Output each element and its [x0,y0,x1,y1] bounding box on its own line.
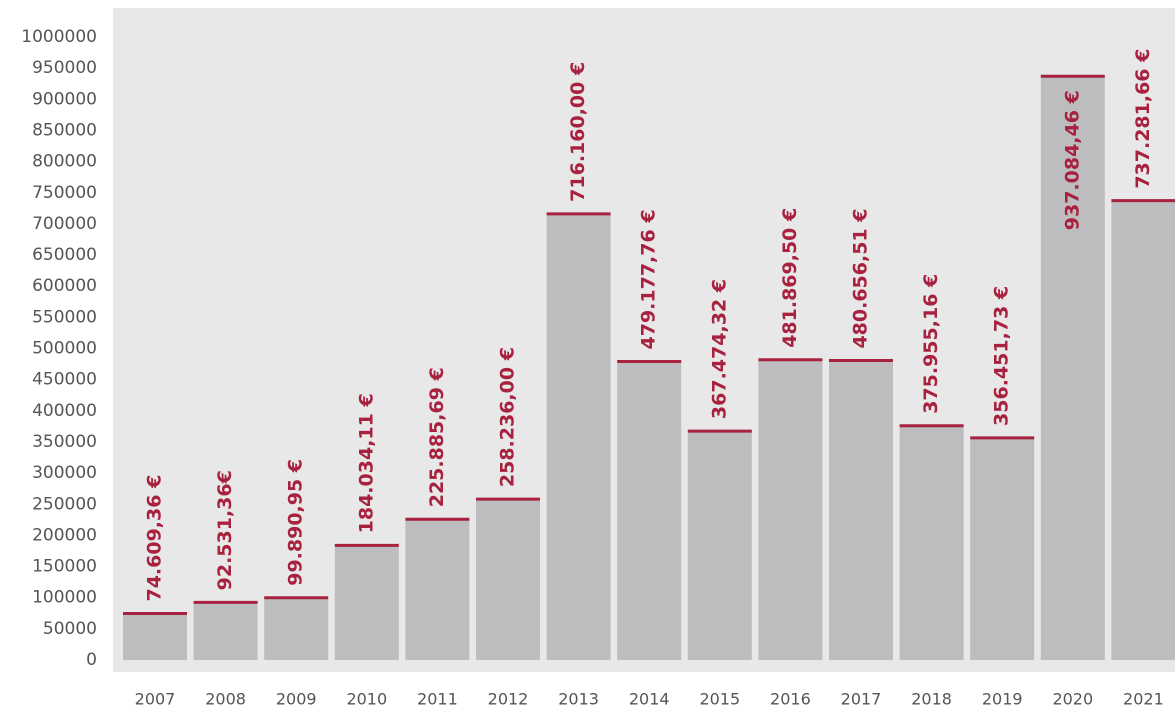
x-tick-label: 2010 [346,690,387,709]
value-label: 225.885,69 € [426,367,448,507]
value-label: 481.869,50 € [779,208,801,348]
y-tick-label: 250000 [32,494,97,514]
value-label: 937.084,46 € [1061,90,1083,230]
y-tick-label: 350000 [32,432,97,452]
bar [758,359,823,660]
x-tick-label: 2016 [770,690,811,709]
y-tick-label: 0 [86,650,97,670]
y-tick-label: 700000 [32,214,97,234]
y-tick-label: 500000 [32,339,97,359]
bar [1040,76,1105,660]
x-tick-label: 2017 [841,690,882,709]
bar [264,597,329,660]
x-tick-label: 2012 [488,690,529,709]
y-tick-label: 850000 [32,120,97,140]
x-tick-label: 2013 [558,690,599,709]
y-tick-label: 550000 [32,307,97,327]
x-tick-label: 2008 [205,690,246,709]
x-tick-label: 2015 [699,690,740,709]
x-tick-label: 2009 [276,690,317,709]
bar [476,499,540,660]
value-label: 356.451,73 € [991,286,1013,426]
y-tick-label: 100000 [32,588,97,608]
bar [123,613,187,660]
value-label: 480.656,51 € [850,209,872,349]
x-tick-label: 2021 [1123,690,1164,709]
y-tick-label: 50000 [43,619,97,639]
value-label: 375.955,16 € [920,274,942,414]
y-tick-label: 400000 [32,401,97,421]
y-tick-label: 200000 [32,525,97,545]
y-tick-label: 900000 [32,89,97,109]
x-tick-label: 2019 [982,690,1023,709]
y-tick-label: 650000 [32,245,97,265]
bar [193,602,258,660]
bar [829,360,893,660]
bar [899,425,964,660]
value-label: 716.160,00 € [567,62,589,202]
y-tick-label: 450000 [32,370,97,390]
x-tick-label: 2014 [629,690,670,709]
y-tick-label: 950000 [32,58,97,78]
x-tick-label: 2007 [135,690,176,709]
value-label: 184.034,11 € [355,393,377,533]
x-tick-label: 2018 [911,690,952,709]
y-tick-label: 150000 [32,557,97,577]
y-tick-label: 1000000 [21,27,97,47]
y-tick-label: 600000 [32,276,97,296]
bar [405,519,470,660]
x-tick-label: 2020 [1052,690,1093,709]
value-label: 99.890,95 € [285,459,307,586]
bar [1111,200,1175,660]
value-label: 367.474,32 € [708,279,730,419]
x-tick-label: 2011 [417,690,458,709]
value-label: 479.177,76 € [638,209,660,349]
bar [970,437,1035,660]
y-tick-label: 800000 [32,152,97,172]
bar [617,361,682,660]
y-tick-label: 300000 [32,463,97,483]
bar [334,545,399,660]
value-label: 258.236,00 € [497,347,519,487]
bar [687,431,752,660]
bar [546,213,611,660]
value-label: 92.531,36€ [214,470,236,590]
y-tick-label: 750000 [32,183,97,203]
value-label: 737.281,66 € [1132,49,1154,189]
value-label: 74.609,36 € [144,475,166,602]
